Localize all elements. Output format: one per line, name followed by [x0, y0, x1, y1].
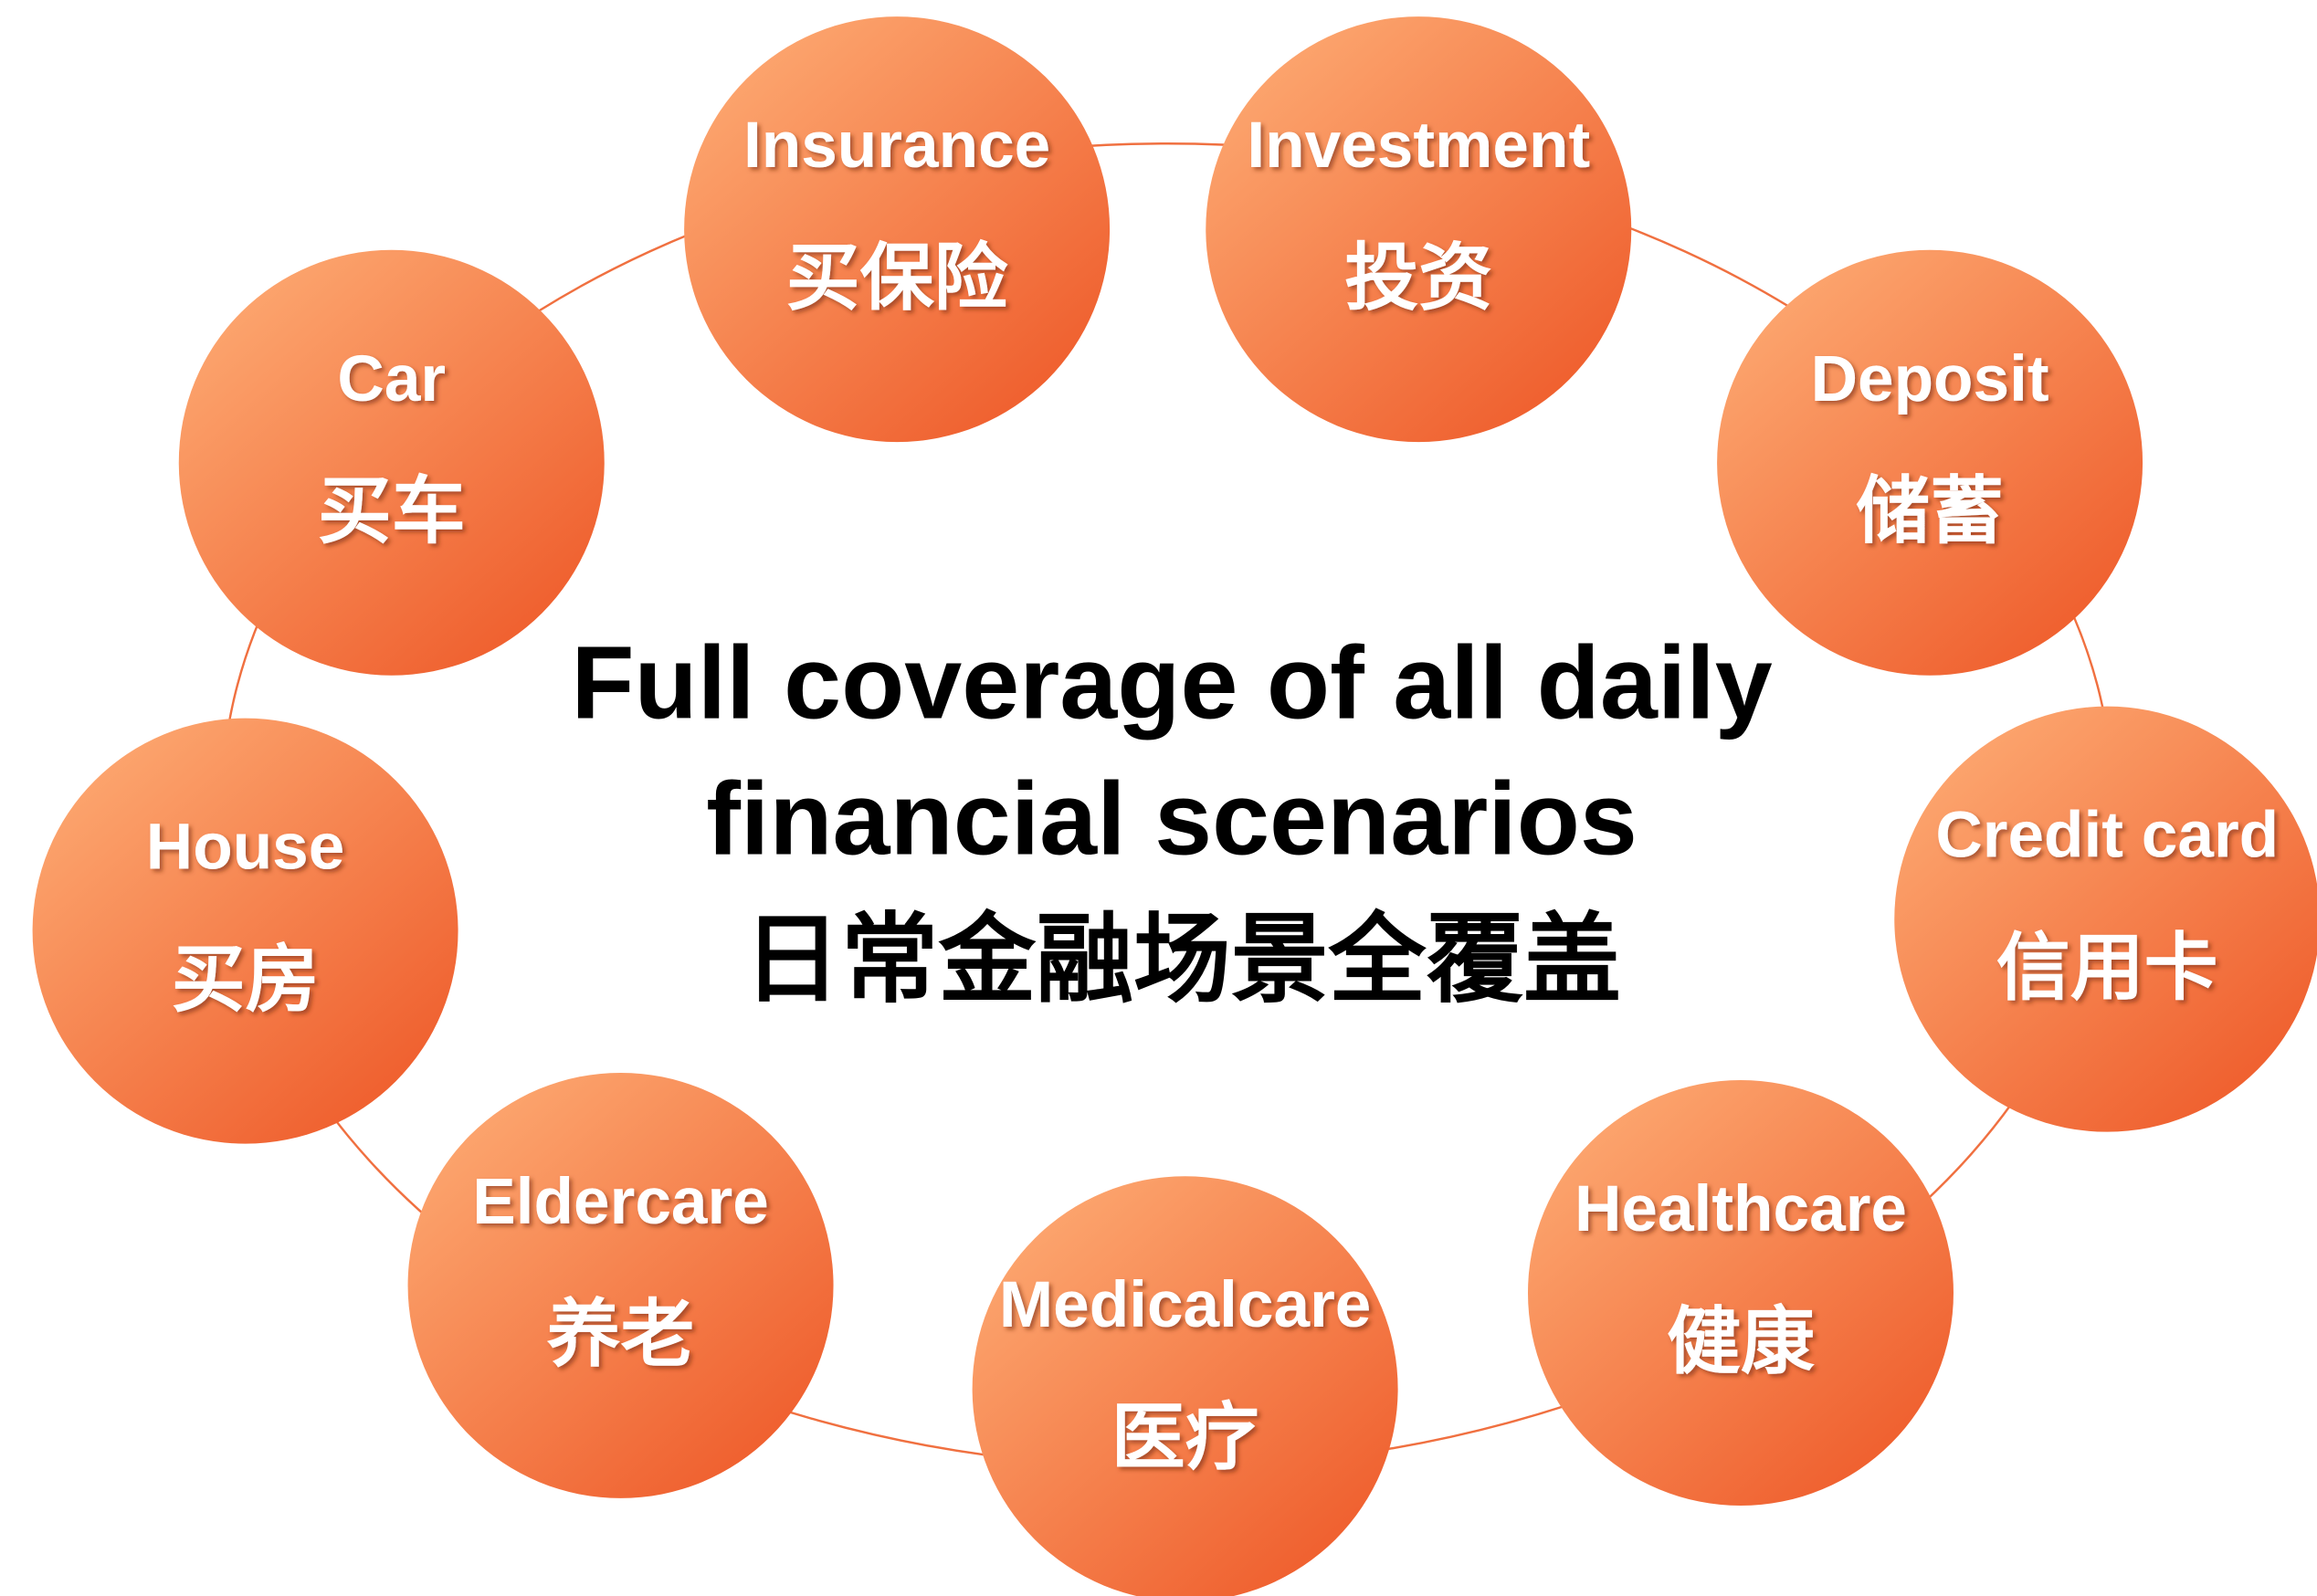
node-chinese: 信用卡 [1996, 925, 2218, 1012]
node-label: Medicalcare [999, 1269, 1372, 1341]
node-circle [1527, 1080, 1954, 1507]
node-label: Car [337, 343, 446, 415]
title-line: Full coverage of all daily [571, 625, 1772, 740]
node-circle [684, 16, 1111, 443]
nodes: Insurance 买保险 Investment 投资 Deposit 储蓄 Credit … [32, 16, 2317, 1596]
node: Healthcare 健康 [1527, 1080, 1954, 1507]
node-circle [32, 718, 458, 1144]
node-label: Investment [1247, 110, 1590, 182]
node-label: House [146, 812, 345, 884]
node-circle [1894, 706, 2317, 1132]
title-chinese: 日常金融场景全覆盖 [743, 903, 1621, 1017]
node: Medicalcare 医疗 [972, 1176, 1398, 1596]
node-circle [972, 1176, 1398, 1596]
node-chinese: 买车 [318, 468, 466, 555]
node-label: Insurance [743, 110, 1050, 182]
node-chinese: 买房 [172, 937, 320, 1024]
title-line: financial scenarios [706, 760, 1638, 876]
node-chinese: 医疗 [1111, 1394, 1259, 1481]
node: Credit card 信用卡 [1894, 706, 2317, 1132]
node-chinese: 买保险 [786, 235, 1009, 321]
node-circle [1717, 249, 2143, 676]
node: House 买房 [32, 718, 458, 1144]
node-circle [178, 249, 605, 676]
node-label: Eldercare [472, 1166, 769, 1238]
node-label: Healthcare [1575, 1173, 1907, 1245]
node-chinese: 投资 [1344, 235, 1492, 321]
node-chinese: 储蓄 [1856, 468, 2004, 555]
node-label: Credit card [1935, 800, 2279, 872]
node: Car 买车 [178, 249, 605, 676]
node-chinese: 养老 [547, 1291, 695, 1378]
node: Eldercare 养老 [407, 1072, 834, 1498]
node: Investment 投资 [1206, 16, 1632, 443]
node-chinese: 健康 [1667, 1298, 1815, 1385]
node-circle [407, 1072, 834, 1498]
node-label: Deposit [1811, 343, 2049, 415]
node-circle [1206, 16, 1632, 443]
node: Insurance 买保险 [684, 16, 1111, 443]
node: Deposit 储蓄 [1717, 249, 2143, 676]
